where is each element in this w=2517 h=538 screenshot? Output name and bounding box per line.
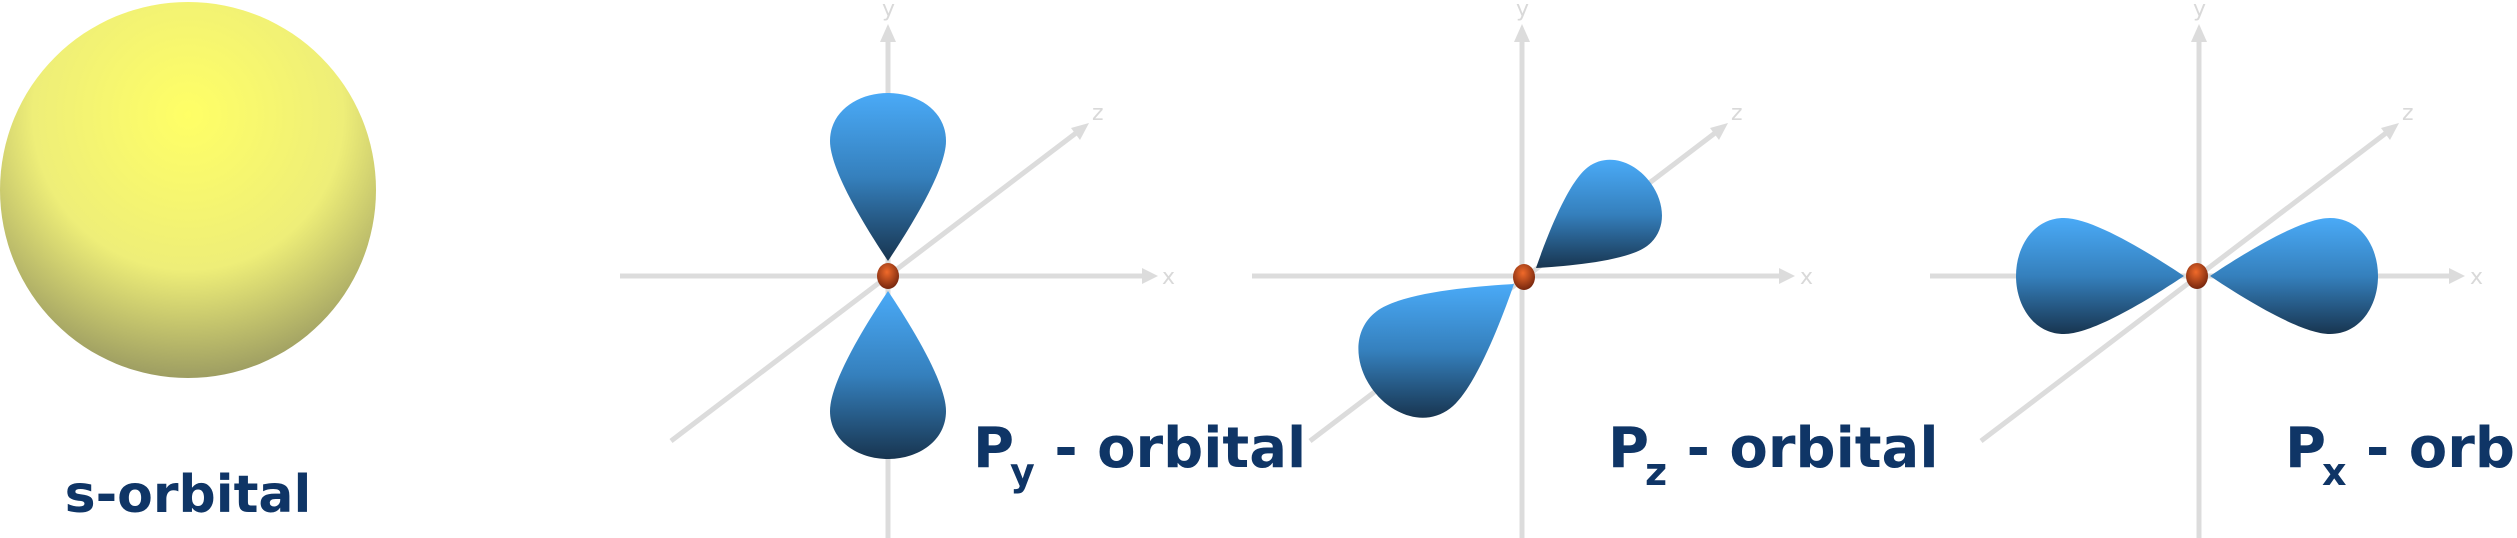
nucleus <box>1513 264 1535 290</box>
orbital-lobe <box>1358 284 1514 418</box>
label-rest: - orbital <box>1035 416 1306 481</box>
x-axis-label: x <box>1162 265 1175 290</box>
y-axis-label: y <box>2193 0 2206 22</box>
label-sub: y <box>1010 450 1035 494</box>
s-orbital-sphere <box>0 2 376 378</box>
x-axis-label: x <box>2470 265 2483 290</box>
x-axis-arrow-icon <box>1779 268 1795 284</box>
label-main: P <box>973 416 1014 481</box>
orbital-lobe <box>2016 218 2184 334</box>
z-axis-arrow-icon <box>2381 123 2399 140</box>
px-orbital-panel: x y z Px - orbital <box>1930 0 2517 538</box>
orbital-lobe <box>830 93 946 261</box>
label-sub: x <box>2322 450 2347 494</box>
x-axis-label: x <box>1800 265 1813 290</box>
z-axis-arrow-icon <box>1710 123 1728 140</box>
label-rest: - orbital <box>1667 416 1938 481</box>
z-axis-label: z <box>2402 101 2414 126</box>
z-axis <box>1308 128 1721 443</box>
s-orbital-panel: s-orbital <box>0 2 376 525</box>
py-orbital-panel: x y z Py - orbital <box>620 0 1306 538</box>
py-orbital-label: Py - orbital <box>973 416 1306 494</box>
y-axis-arrow-icon <box>880 24 896 42</box>
x-axis-arrow-icon <box>2449 268 2465 284</box>
label-main: P <box>1608 416 1649 481</box>
y-axis-arrow-icon <box>2191 24 2207 42</box>
label-sub: z <box>1645 450 1667 494</box>
orbital-lobe <box>830 291 946 459</box>
orbital-lobe <box>1536 159 1662 268</box>
z-axis-label: z <box>1731 101 1743 126</box>
label-main: P <box>2285 416 2326 481</box>
pz-orbital-label: Pz - orbital <box>1608 416 1939 494</box>
z-axis-arrow-icon <box>1071 123 1089 140</box>
z-axis <box>1979 128 2392 443</box>
y-axis-label: y <box>1516 0 1529 22</box>
y-axis-arrow-icon <box>1514 24 1530 42</box>
nucleus <box>2186 263 2208 289</box>
orbital-lobe <box>2210 218 2378 334</box>
z-axis <box>669 128 1082 443</box>
nucleus <box>877 263 899 289</box>
label-rest: - orbital <box>2347 416 2517 481</box>
x-axis-arrow-icon <box>1142 268 1158 284</box>
px-orbital-label: Px - orbital <box>2285 416 2517 494</box>
y-axis-label: y <box>882 0 895 22</box>
pz-orbital-panel: x y z Pz - orbital <box>1252 0 1939 538</box>
z-axis-label: z <box>1092 101 1104 126</box>
s-orbital-label: s-orbital <box>65 465 312 525</box>
